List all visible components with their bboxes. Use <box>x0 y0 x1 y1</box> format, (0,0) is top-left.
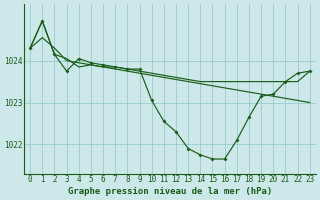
X-axis label: Graphe pression niveau de la mer (hPa): Graphe pression niveau de la mer (hPa) <box>68 187 272 196</box>
